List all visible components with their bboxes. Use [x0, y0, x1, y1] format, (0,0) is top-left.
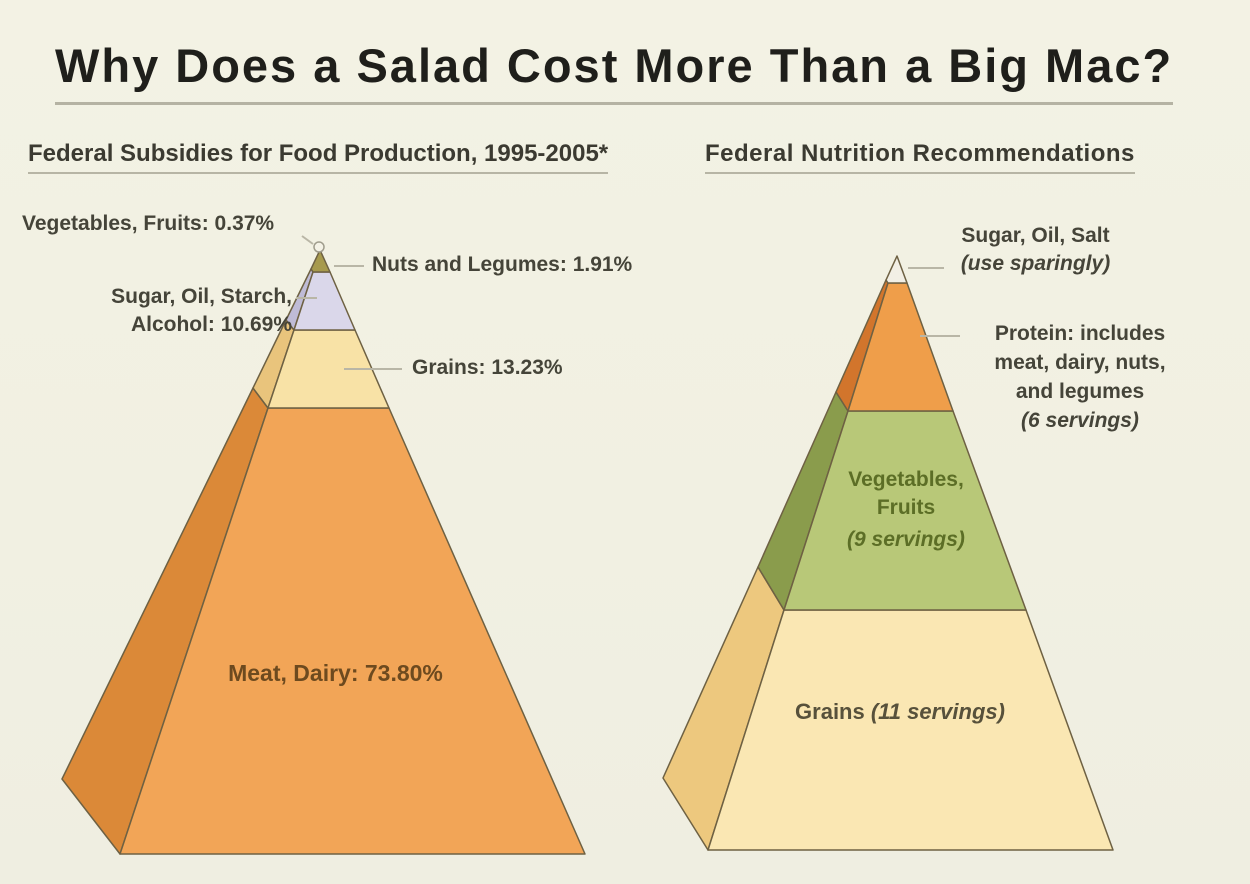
subsidies-pyramid: [61, 235, 586, 855]
meat-dairy-label: Meat, Dairy: 73.80%: [228, 660, 443, 686]
protein-label-line2: meat, dairy, nuts,: [994, 351, 1166, 374]
sugar-oil-salt-label: Sugar, Oil, Salt: [961, 224, 1110, 247]
nutrition-pyramid: [662, 255, 1114, 851]
left-chart-subtitle: Federal Subsidies for Food Production, 1…: [28, 140, 609, 174]
grains-word: Grains: [795, 699, 871, 724]
vegetables-leader-line: [301, 235, 314, 245]
protein-label-line3: and legumes: [1015, 380, 1145, 403]
nutrition-sugar-tip: [885, 255, 908, 284]
subsidies-sugar-front-face: [293, 271, 356, 331]
grains-servings-count: (11 servings): [870, 699, 1005, 724]
nuts-legumes-label: Nuts and Legumes: 1.91%: [372, 253, 633, 276]
subsidies-nuts-band: [310, 249, 331, 273]
use-sparingly-label: (use sparingly): [960, 252, 1111, 275]
protein-label-line1: Protein: includes: [994, 322, 1166, 345]
sugar-oil-starch-label-line1: Sugar, Oil, Starch,: [111, 285, 292, 308]
grains-servings-label: Grains (11 servings): [775, 699, 1025, 724]
vegetables-label-line2: Fruits: [876, 496, 936, 519]
vegetables-apex-marker: [313, 241, 325, 253]
page-title: Why Does a Salad Cost More Than a Big Ma…: [55, 38, 1174, 105]
grains-percent-label: Grains: 13.23%: [412, 356, 563, 379]
right-chart-subtitle: Federal Nutrition Recommendations: [705, 140, 1135, 174]
sugar-oil-starch-label-line2: Alcohol: 10.69%: [130, 313, 292, 336]
vegetables-label-line1: Vegetables,: [848, 468, 964, 491]
protein-servings-label: (6 servings): [1021, 409, 1139, 432]
vegetables-servings-label: (9 servings): [847, 528, 965, 551]
vegetables-fruits-label: Vegetables, Fruits: 0.37%: [22, 212, 275, 235]
